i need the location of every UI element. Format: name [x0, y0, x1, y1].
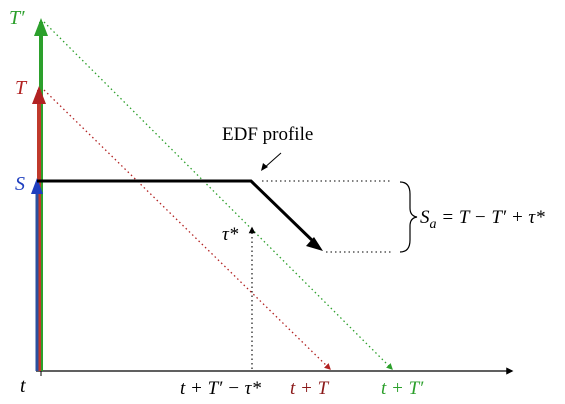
edf-pointer-head: [261, 163, 268, 171]
sa-brace: [399, 181, 418, 253]
t-plus-t-label: t + T: [290, 378, 330, 399]
s-label: S: [15, 173, 25, 195]
t-prime-arrowhead: [34, 18, 48, 36]
sa-eq-sub: a: [430, 217, 437, 232]
t-axis-label: t: [20, 375, 26, 397]
t-prime-label: T′: [9, 7, 25, 29]
sa-eq-rhs: = T − T′ + τ*: [437, 207, 546, 228]
t-plus-tprime-minus-tau-label: t + T′ − τ*: [180, 378, 261, 399]
t-arrowhead: [32, 86, 46, 104]
edf-profile-label: EDF profile: [222, 124, 313, 145]
t-plus-tprime-label: t + T′: [381, 378, 424, 399]
green-dotted-diagonal: [43, 21, 393, 370]
edf-profile-arrowhead: [306, 237, 323, 251]
t-label: T: [15, 77, 28, 99]
sa-eq-s: S: [420, 207, 430, 228]
tau-star-label: τ*: [222, 224, 239, 245]
edf-profile-line: [37, 179, 320, 248]
s-arrowhead: [31, 178, 43, 194]
sa-eq-lhs: Sa = T − T′ + τ*: [420, 207, 545, 232]
